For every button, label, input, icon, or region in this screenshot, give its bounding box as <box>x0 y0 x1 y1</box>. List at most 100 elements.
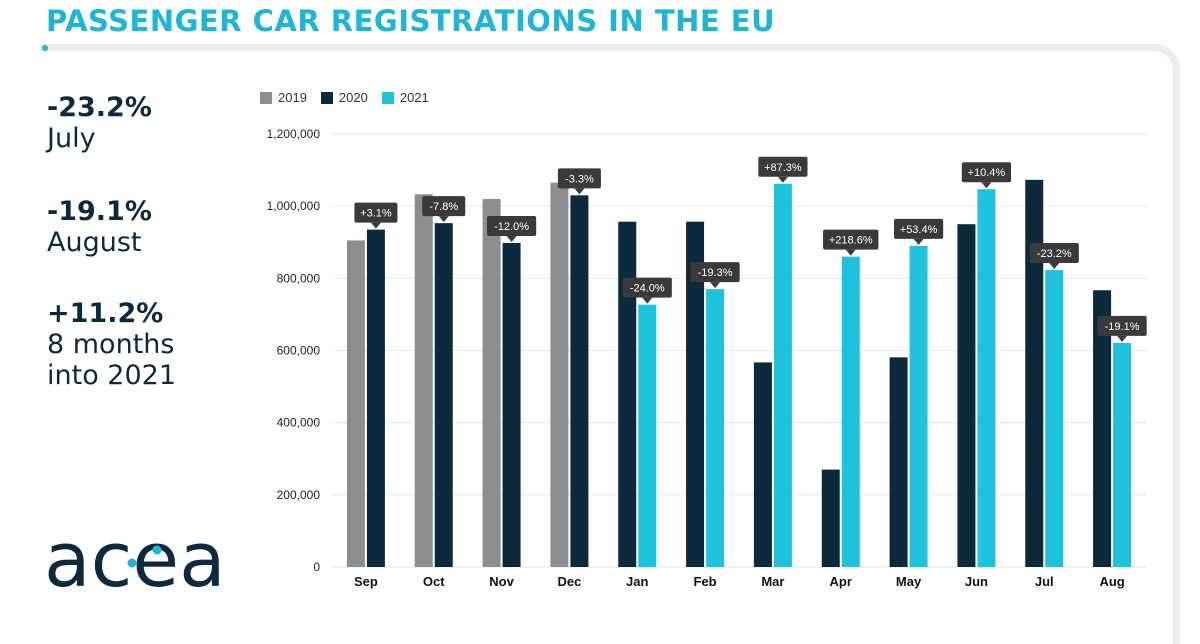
y-tick-label: 600,000 <box>277 344 321 358</box>
callout-label: -23.2% <box>1037 248 1072 260</box>
legend-label: 2020 <box>338 90 368 105</box>
callout-jun: +10.4% <box>961 162 1012 189</box>
stat-label: July <box>47 123 96 154</box>
callout-box <box>1097 315 1147 336</box>
x-tick-label: Jul <box>1035 574 1054 589</box>
callout-label: -24.0% <box>630 283 665 295</box>
callout-box <box>557 168 601 189</box>
callout-box <box>622 277 672 298</box>
acea-logo: acea <box>44 520 226 600</box>
callout-pointer <box>777 176 788 183</box>
callout-box <box>422 196 466 217</box>
callout-pointer <box>438 216 449 223</box>
callout-dec: -3.3% <box>557 168 601 195</box>
legend-label: 2021 <box>399 90 429 105</box>
callout-pointer <box>845 249 856 256</box>
callout-box <box>690 262 740 283</box>
legend-item-2021: 2021 <box>381 90 429 105</box>
x-tick-label: Sep <box>354 574 378 589</box>
callout-pointer <box>710 282 721 289</box>
callout-jul: -23.2% <box>1029 243 1079 270</box>
logo-dot <box>152 545 162 555</box>
bar-oct-2020 <box>434 223 453 567</box>
legend-swatch <box>320 91 333 104</box>
callout-label: -3.3% <box>565 173 594 185</box>
callout-aug: -19.1% <box>1097 315 1147 342</box>
bar-apr-2021 <box>841 256 860 567</box>
legend-swatch <box>260 91 272 104</box>
callout-nov: -12.0% <box>486 215 537 242</box>
stat-8-months: +11.2% 8 months into 2021 <box>47 298 176 391</box>
stat-label: 8 months <box>47 329 175 360</box>
callout-box <box>758 156 808 177</box>
callout-box <box>823 229 879 250</box>
callout-sep: +3.1% <box>354 202 398 229</box>
x-tick-label: Dec <box>557 574 581 589</box>
callout-pointer <box>913 238 924 245</box>
callout-pointer <box>642 297 653 304</box>
callout-pointer <box>506 235 517 242</box>
callout-jan: -24.0% <box>622 277 672 304</box>
callout-box <box>961 162 1012 183</box>
callout-label: +218.6% <box>829 235 873 247</box>
callout-box <box>486 215 537 236</box>
x-tick-label: Jan <box>626 574 648 589</box>
callout-may: +53.4% <box>893 218 944 245</box>
bar-sep-2020 <box>366 229 385 567</box>
legend-swatch <box>381 91 394 104</box>
x-tick-label: Nov <box>489 574 514 589</box>
callout-pointer <box>1049 263 1060 270</box>
frame-dot <box>42 45 48 51</box>
y-tick-label: 0 <box>313 560 320 574</box>
bar-aug-2021 <box>1113 342 1132 567</box>
y-tick-label: 1,000,000 <box>267 199 321 213</box>
callout-box <box>893 218 944 239</box>
legend-item-2020: 2020 <box>320 90 368 105</box>
x-tick-label: Aug <box>1099 574 1124 589</box>
bar-dec-2019 <box>550 182 569 567</box>
stat-value: -23.2% <box>47 92 152 123</box>
x-tick-label: Mar <box>761 574 784 589</box>
chart-frame <box>40 44 1180 644</box>
x-tick-label: Jun <box>965 574 988 589</box>
x-tick-label: May <box>896 574 922 589</box>
bar-feb-2020 <box>686 221 705 567</box>
legend-item-2019: 2019 <box>260 90 307 105</box>
bar-oct-2019 <box>414 194 433 568</box>
callout-label: +53.4% <box>900 224 938 236</box>
stat-label: into 2021 <box>47 360 177 391</box>
callout-pointer <box>1117 335 1128 342</box>
callout-feb: -19.3% <box>690 262 740 289</box>
bar-jun-2020 <box>957 224 976 568</box>
callout-label: -19.1% <box>1105 321 1140 333</box>
bar-jan-2020 <box>618 221 637 567</box>
x-tick-label: Apr <box>830 574 852 589</box>
callout-box <box>354 202 398 223</box>
y-tick-label: 200,000 <box>277 488 321 502</box>
x-tick-label: Oct <box>423 574 445 589</box>
bar-apr-2020 <box>821 469 840 567</box>
bar-feb-2021 <box>706 289 725 567</box>
callout-label: +3.1% <box>360 208 392 220</box>
callout-mar: +87.3% <box>758 156 808 183</box>
stat-july: -23.2% July <box>47 92 152 154</box>
bar-nov-2019 <box>482 198 501 567</box>
y-tick-label: 1,200,000 <box>267 127 321 141</box>
callout-oct: -7.8% <box>422 196 466 223</box>
callout-pointer <box>981 182 992 189</box>
stat-value: -19.1% <box>47 196 152 227</box>
y-tick-label: 400,000 <box>277 416 321 430</box>
bar-jul-2020 <box>1025 179 1044 567</box>
bar-mar-2020 <box>753 362 772 567</box>
bar-aug-2020 <box>1093 290 1112 567</box>
callout-pointer <box>370 222 381 229</box>
stat-value: +11.2% <box>47 298 164 329</box>
bar-jan-2021 <box>638 304 657 567</box>
bar-mar-2021 <box>773 183 792 568</box>
callout-label: +87.3% <box>764 162 802 174</box>
callout-label: -7.8% <box>429 201 458 213</box>
chart-legend: 2019 2020 2021 <box>260 90 429 105</box>
stat-august: -19.1% August <box>47 196 152 258</box>
page-title: PASSENGER CAR REGISTRATIONS IN THE EU <box>46 4 776 38</box>
bar-dec-2020 <box>570 195 589 567</box>
